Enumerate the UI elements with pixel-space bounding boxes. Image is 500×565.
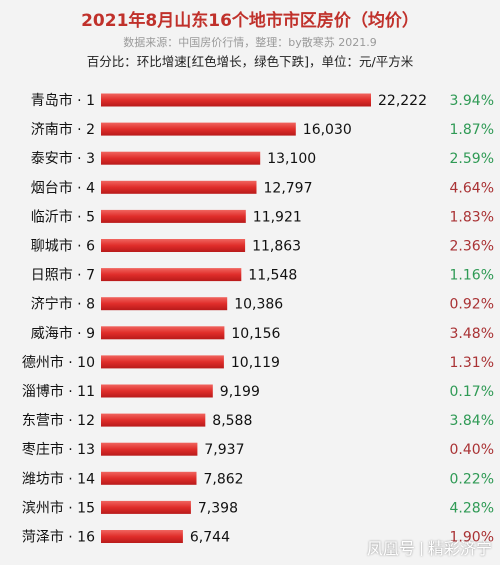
value-label: 7,937 <box>204 442 244 458</box>
category-label: 东营市 · 12 <box>22 412 95 429</box>
watermark: 凤凰号 精彩济宁 <box>367 535 492 559</box>
category-label: 德州市 · 10 <box>22 354 95 371</box>
category-label: 菏泽市 · 16 <box>22 529 95 546</box>
bar <box>101 268 242 282</box>
category-label: 济宁市 · 8 <box>31 296 95 313</box>
change-label: 3.84% <box>450 413 494 429</box>
change-label: 3.48% <box>450 326 494 342</box>
bar <box>101 413 206 427</box>
bar <box>101 297 228 311</box>
chart-title: 2021年8月山东16个地市市区房价（均价） <box>81 11 419 31</box>
category-label: 淄博市 · 11 <box>22 383 95 400</box>
change-label: 1.87% <box>450 122 494 138</box>
category-label: 临沂市 · 5 <box>31 208 95 225</box>
change-label: 0.92% <box>450 297 494 313</box>
category-label: 威海市 · 9 <box>31 325 95 342</box>
category-label: 泰安市 · 3 <box>31 150 95 167</box>
bar <box>101 471 197 485</box>
bar <box>101 180 257 194</box>
category-label: 日照市 · 7 <box>31 267 95 284</box>
value-label: 16,030 <box>303 122 352 138</box>
category-label: 聊城市 · 6 <box>31 238 95 255</box>
bar <box>101 530 183 543</box>
bar <box>101 151 261 165</box>
change-label: 1.16% <box>450 268 494 284</box>
value-label: 8,588 <box>212 413 252 429</box>
watermark-author: 精彩济宁 <box>427 539 492 558</box>
value-label: 6,744 <box>190 530 230 546</box>
bar <box>101 93 371 107</box>
chart-subtitle: 数据来源：中国房价行情，整理：by散寒苏 2021.9 <box>123 36 377 49</box>
category-label: 潍坊市 · 14 <box>22 470 95 487</box>
bar <box>101 500 191 514</box>
category-label: 烟台市 · 4 <box>31 179 95 196</box>
category-label: 济南市 · 2 <box>31 121 95 138</box>
value-label: 7,862 <box>204 471 244 487</box>
value-label: 7,398 <box>198 500 238 516</box>
change-label: 3.94% <box>450 93 494 109</box>
value-label: 12,797 <box>264 180 313 196</box>
value-label: 10,386 <box>234 297 283 313</box>
change-label: 1.83% <box>450 209 494 225</box>
chart-note: 百分比：环比增速[红色增长，绿色下跌]，单位：元/平方米 <box>86 54 414 69</box>
bar <box>101 209 246 223</box>
change-label: 2.59% <box>450 151 494 167</box>
watermark-divider <box>420 542 422 556</box>
value-label: 10,156 <box>231 326 280 342</box>
bar <box>101 384 213 398</box>
change-label: 4.64% <box>450 180 494 196</box>
value-label: 11,863 <box>252 239 301 255</box>
value-label: 10,119 <box>231 355 280 371</box>
value-label: 11,921 <box>253 209 302 225</box>
bar <box>101 122 296 136</box>
bar <box>101 326 225 340</box>
bar <box>101 442 198 456</box>
category-label: 滨州市 · 15 <box>22 499 95 516</box>
change-label: 4.28% <box>450 500 494 516</box>
watermark-source: 凤凰号 <box>366 539 415 558</box>
value-label: 22,222 <box>378 93 427 109</box>
change-label: 1.31% <box>450 355 494 371</box>
change-label: 0.40% <box>450 442 494 458</box>
bar <box>101 355 224 369</box>
change-label: 0.22% <box>450 471 494 487</box>
category-label: 枣庄市 · 13 <box>22 441 95 458</box>
change-label: 0.17% <box>450 384 494 400</box>
value-label: 13,100 <box>267 151 316 167</box>
value-label: 11,548 <box>248 268 297 284</box>
category-label: 青岛市 · 1 <box>31 92 95 109</box>
value-label: 9,199 <box>220 384 260 400</box>
change-label: 2.36% <box>450 239 494 255</box>
change-label: 1.90% <box>450 530 494 546</box>
bar <box>101 239 246 252</box>
